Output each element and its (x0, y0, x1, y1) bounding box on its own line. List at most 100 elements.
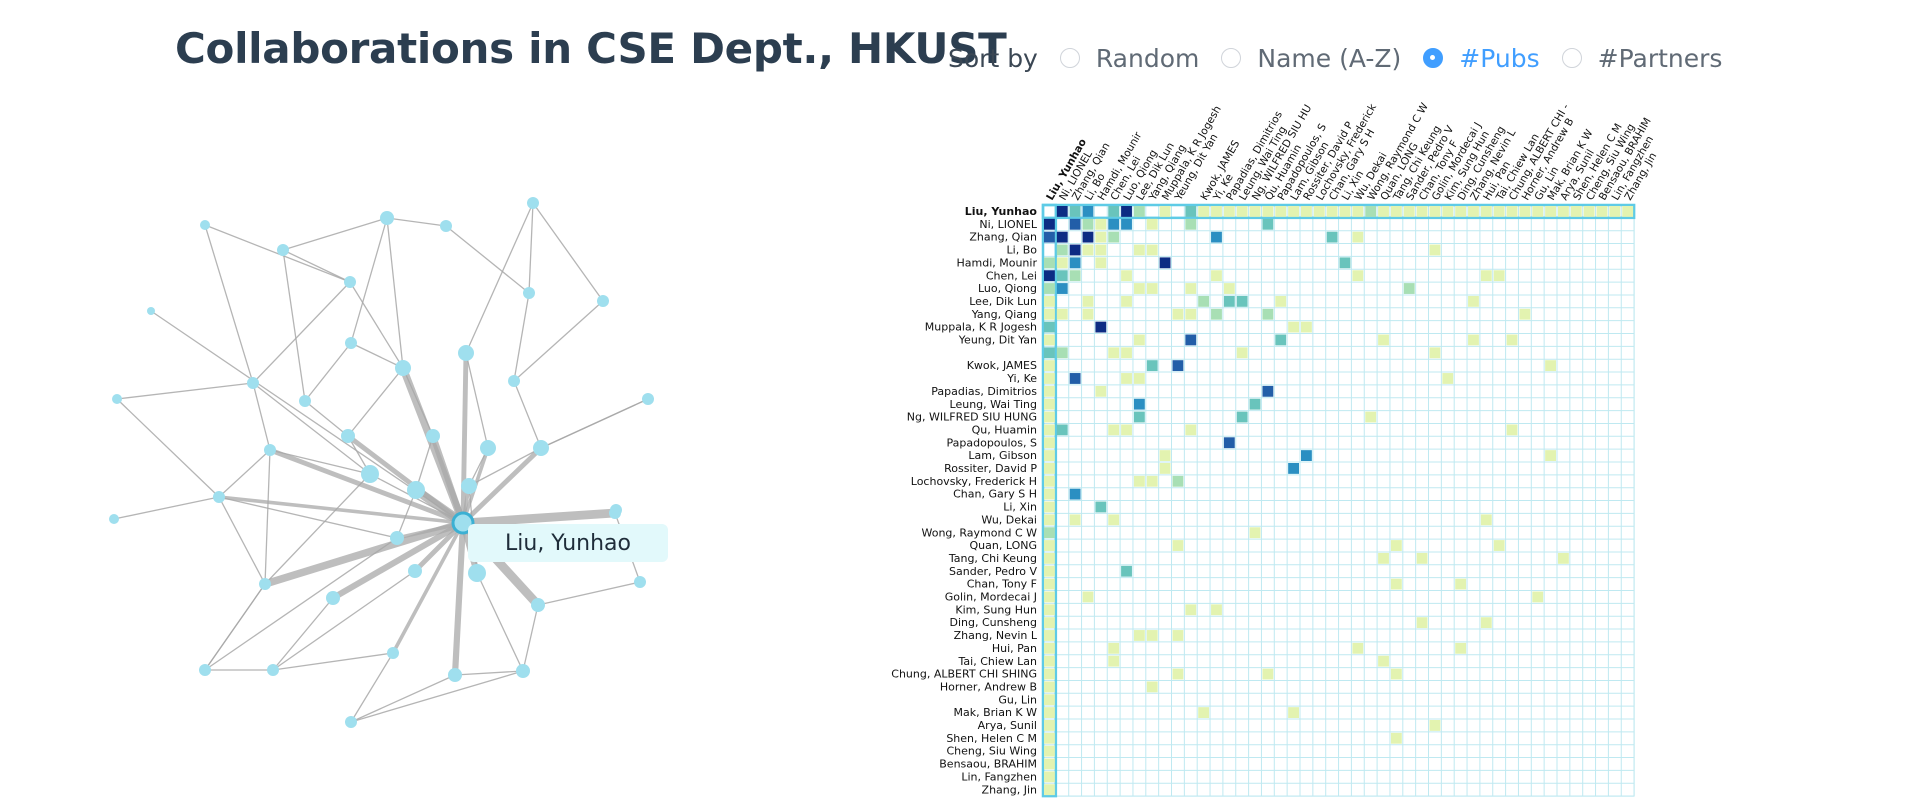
column-label[interactable]: Mak, Brian K W (1545, 127, 1596, 203)
matrix-cell[interactable] (1185, 334, 1197, 346)
row-label[interactable]: Wu, Dekai (981, 513, 1037, 526)
column-label[interactable]: Lochovsky, Frederick (1314, 101, 1379, 202)
matrix-cell[interactable] (1044, 398, 1055, 410)
matrix-cell[interactable] (1455, 206, 1467, 217)
matrix-cell[interactable] (1211, 270, 1222, 282)
matrix-cell[interactable] (1506, 424, 1518, 436)
graph-node[interactable] (259, 578, 271, 590)
row-label[interactable]: Zhang, Nevin L (954, 629, 1038, 642)
graph-node[interactable] (407, 481, 425, 499)
matrix-cell[interactable] (1044, 514, 1055, 526)
matrix-cell[interactable] (1044, 308, 1055, 320)
matrix-cell[interactable] (1095, 385, 1107, 397)
matrix-cell[interactable] (1390, 668, 1402, 680)
matrix-cell[interactable] (1352, 642, 1364, 654)
matrix-cell[interactable] (1044, 681, 1055, 693)
matrix-cell[interactable] (1198, 295, 1210, 307)
column-label[interactable]: Yeung, Dit Yan (1172, 132, 1220, 204)
matrix-cell[interactable] (1249, 527, 1261, 539)
matrix-cell[interactable] (1095, 257, 1107, 269)
matrix-cell[interactable] (1301, 321, 1312, 333)
graph-node[interactable] (642, 393, 654, 405)
matrix-cell[interactable] (1146, 283, 1158, 294)
matrix-cell[interactable] (1352, 231, 1364, 243)
matrix-cell[interactable] (1262, 385, 1274, 397)
row-label[interactable]: Chung, ALBERT CHI SHING (891, 668, 1037, 681)
graph-node[interactable] (610, 504, 622, 516)
graph-node[interactable] (387, 647, 399, 659)
matrix-cell[interactable] (1365, 206, 1377, 217)
matrix-cell[interactable] (1185, 308, 1197, 320)
row-label[interactable]: Kwok, JAMES (967, 359, 1037, 372)
matrix-cell[interactable] (1172, 360, 1184, 372)
column-label[interactable]: Golin, Mordecai J (1430, 120, 1484, 202)
matrix-cell[interactable] (1056, 347, 1068, 359)
row-label[interactable]: Chan, Gary S H (953, 488, 1037, 501)
row-label[interactable]: Zhang, Jin (982, 783, 1037, 796)
row-label[interactable]: Shen, Helen C M (946, 732, 1037, 745)
matrix-cell[interactable] (1442, 206, 1454, 217)
row-label[interactable]: Kim, Sung Hun (955, 603, 1037, 616)
matrix-cell[interactable] (1121, 565, 1132, 577)
row-label[interactable]: Arya, Sunil (978, 719, 1037, 732)
matrix-cell[interactable] (1352, 206, 1364, 217)
matrix-cell[interactable] (1455, 642, 1467, 654)
graph-node[interactable] (533, 440, 549, 456)
graph-node[interactable] (109, 514, 119, 524)
matrix-cell[interactable] (1044, 630, 1055, 641)
matrix-cell[interactable] (1570, 206, 1582, 217)
row-label[interactable]: Leung, Wai Ting (950, 398, 1037, 411)
matrix-cell[interactable] (1262, 218, 1274, 230)
column-label[interactable]: Wong, Raymond C W (1365, 100, 1431, 202)
matrix-cell[interactable] (1185, 206, 1197, 217)
row-label[interactable]: Chan, Tony F (967, 578, 1037, 591)
matrix-cell[interactable] (1198, 206, 1210, 217)
matrix-cell[interactable] (1121, 295, 1132, 307)
matrix-cell[interactable] (1545, 450, 1556, 461)
column-label[interactable]: Yang, Qiang (1147, 143, 1189, 204)
matrix-cell[interactable] (1378, 206, 1389, 217)
row-label[interactable]: Qu, Huamin (972, 423, 1037, 436)
column-label[interactable]: Sander, Pedro V (1404, 123, 1457, 202)
column-label[interactable]: Arya, Sunil (1558, 147, 1597, 202)
matrix-cell[interactable] (1211, 206, 1222, 217)
matrix-cell[interactable] (1082, 591, 1094, 603)
row-label[interactable]: Gu, Lin (998, 693, 1037, 706)
matrix-cell[interactable] (1044, 694, 1055, 706)
matrix-cell[interactable] (1172, 308, 1184, 320)
matrix-cell[interactable] (1044, 540, 1055, 551)
column-label[interactable]: Tang, Chi Keung (1391, 124, 1444, 204)
matrix-cell[interactable] (1044, 578, 1055, 590)
matrix-cell[interactable] (1056, 270, 1068, 282)
column-label[interactable]: Tai, Chiew Lan (1493, 132, 1541, 204)
matrix-cell[interactable] (1133, 206, 1145, 217)
column-label[interactable]: Bensaou, BRAHIM (1597, 116, 1654, 203)
matrix-cell[interactable] (1378, 552, 1389, 564)
matrix-cell[interactable] (1044, 411, 1055, 423)
matrix-cell[interactable] (1044, 707, 1055, 718)
graph-node[interactable] (200, 220, 210, 230)
column-label[interactable]: Zhang, Jin (1622, 151, 1659, 203)
matrix-cell[interactable] (1468, 206, 1479, 217)
matrix-cell[interactable] (1069, 244, 1081, 256)
matrix-cell[interactable] (1558, 206, 1569, 217)
matrix-cell[interactable] (1044, 527, 1055, 539)
matrix-cell[interactable] (1429, 720, 1441, 731)
row-label[interactable]: Lam, Gibson (968, 449, 1037, 462)
graph-node[interactable] (395, 360, 411, 376)
matrix-cell[interactable] (1288, 463, 1299, 474)
column-label[interactable]: Lam, Gibson (1288, 140, 1331, 203)
matrix-cell[interactable] (1480, 206, 1492, 217)
matrix-cell[interactable] (1044, 424, 1055, 436)
matrix-cell[interactable] (1095, 231, 1107, 243)
graph-node[interactable] (408, 564, 422, 578)
row-label[interactable]: Horner, Andrew B (940, 680, 1037, 693)
matrix-cell[interactable] (1069, 373, 1081, 384)
matrix-cell[interactable] (1378, 334, 1389, 346)
matrix-cell[interactable] (1056, 257, 1068, 269)
matrix-cell[interactable] (1609, 206, 1621, 217)
graph-node[interactable] (277, 244, 289, 256)
matrix-cell[interactable] (1044, 373, 1055, 384)
row-label[interactable]: Yi, Ke (1006, 372, 1037, 385)
matrix-cell[interactable] (1339, 257, 1351, 269)
